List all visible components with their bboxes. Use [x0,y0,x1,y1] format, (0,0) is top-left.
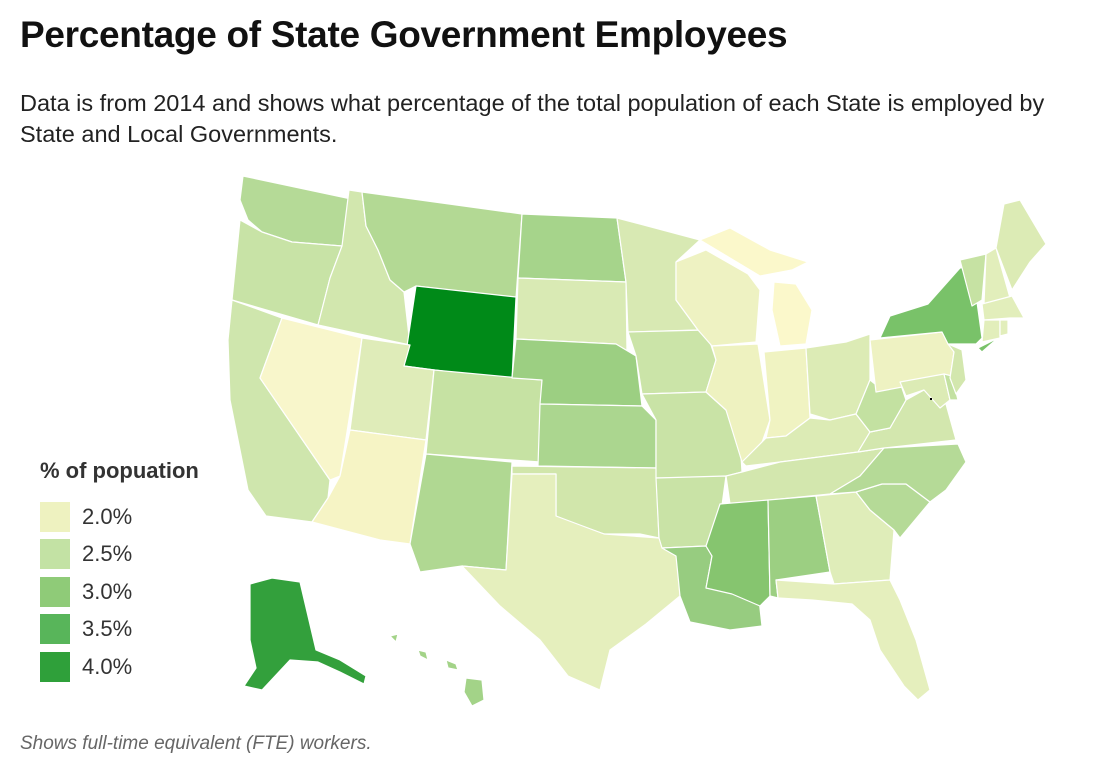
legend-swatch [40,539,70,570]
state-KS[interactable] [537,403,657,469]
legend: % of popuation 2.0% 2.5% 3.0% 3.5% 4.0% [40,458,199,686]
legend-swatch [40,651,70,682]
legend-swatch [40,614,70,645]
legend-item: 2.5% [40,536,199,574]
legend-swatch [40,501,70,532]
legend-item: 2.0% [40,498,199,536]
footnote: Shows full-time equivalent (FTE) workers… [20,733,372,754]
state-TX[interactable] [461,473,681,691]
state-AZ[interactable] [311,429,427,545]
state-MS[interactable] [705,499,771,607]
state-FL[interactable] [775,579,931,701]
legend-title: % of popuation [40,458,199,483]
state-RI[interactable] [999,319,1009,337]
state-NJ[interactable] [947,343,967,395]
state-WV[interactable] [855,379,907,433]
state-MI[interactable] [699,227,813,347]
state-CT[interactable] [981,319,1001,343]
state-ME[interactable] [995,199,1047,291]
state-ND[interactable] [517,213,627,283]
state-NV[interactable] [259,317,363,481]
legend-label: 3.5% [82,616,133,642]
state-AK[interactable] [243,577,367,691]
state-DE[interactable] [943,373,959,401]
legend-item: 4.0% [40,648,199,686]
legend-label: 4.0% [82,653,133,679]
state-WY[interactable] [403,285,517,381]
state-HI[interactable] [389,633,485,707]
legend-label: 2.5% [82,541,133,567]
state-CO[interactable] [425,369,543,463]
state-IA[interactable] [627,329,717,395]
state-NC[interactable] [829,443,967,503]
legend-swatch [40,576,70,607]
state-NM[interactable] [409,453,513,573]
chart-subtitle: Data is from 2014 and shows what percent… [20,90,1045,147]
legend-label: 2.0% [82,503,133,529]
chart-title: Percentage of State Government Employees [20,14,788,55]
state-VT[interactable] [959,253,987,307]
state-MA[interactable] [981,295,1025,321]
state-WI[interactable] [675,249,761,347]
legend-item: 3.0% [40,573,199,611]
legend-item: 3.5% [40,611,199,649]
dc-marker [930,398,932,400]
legend-label: 3.0% [82,578,133,604]
